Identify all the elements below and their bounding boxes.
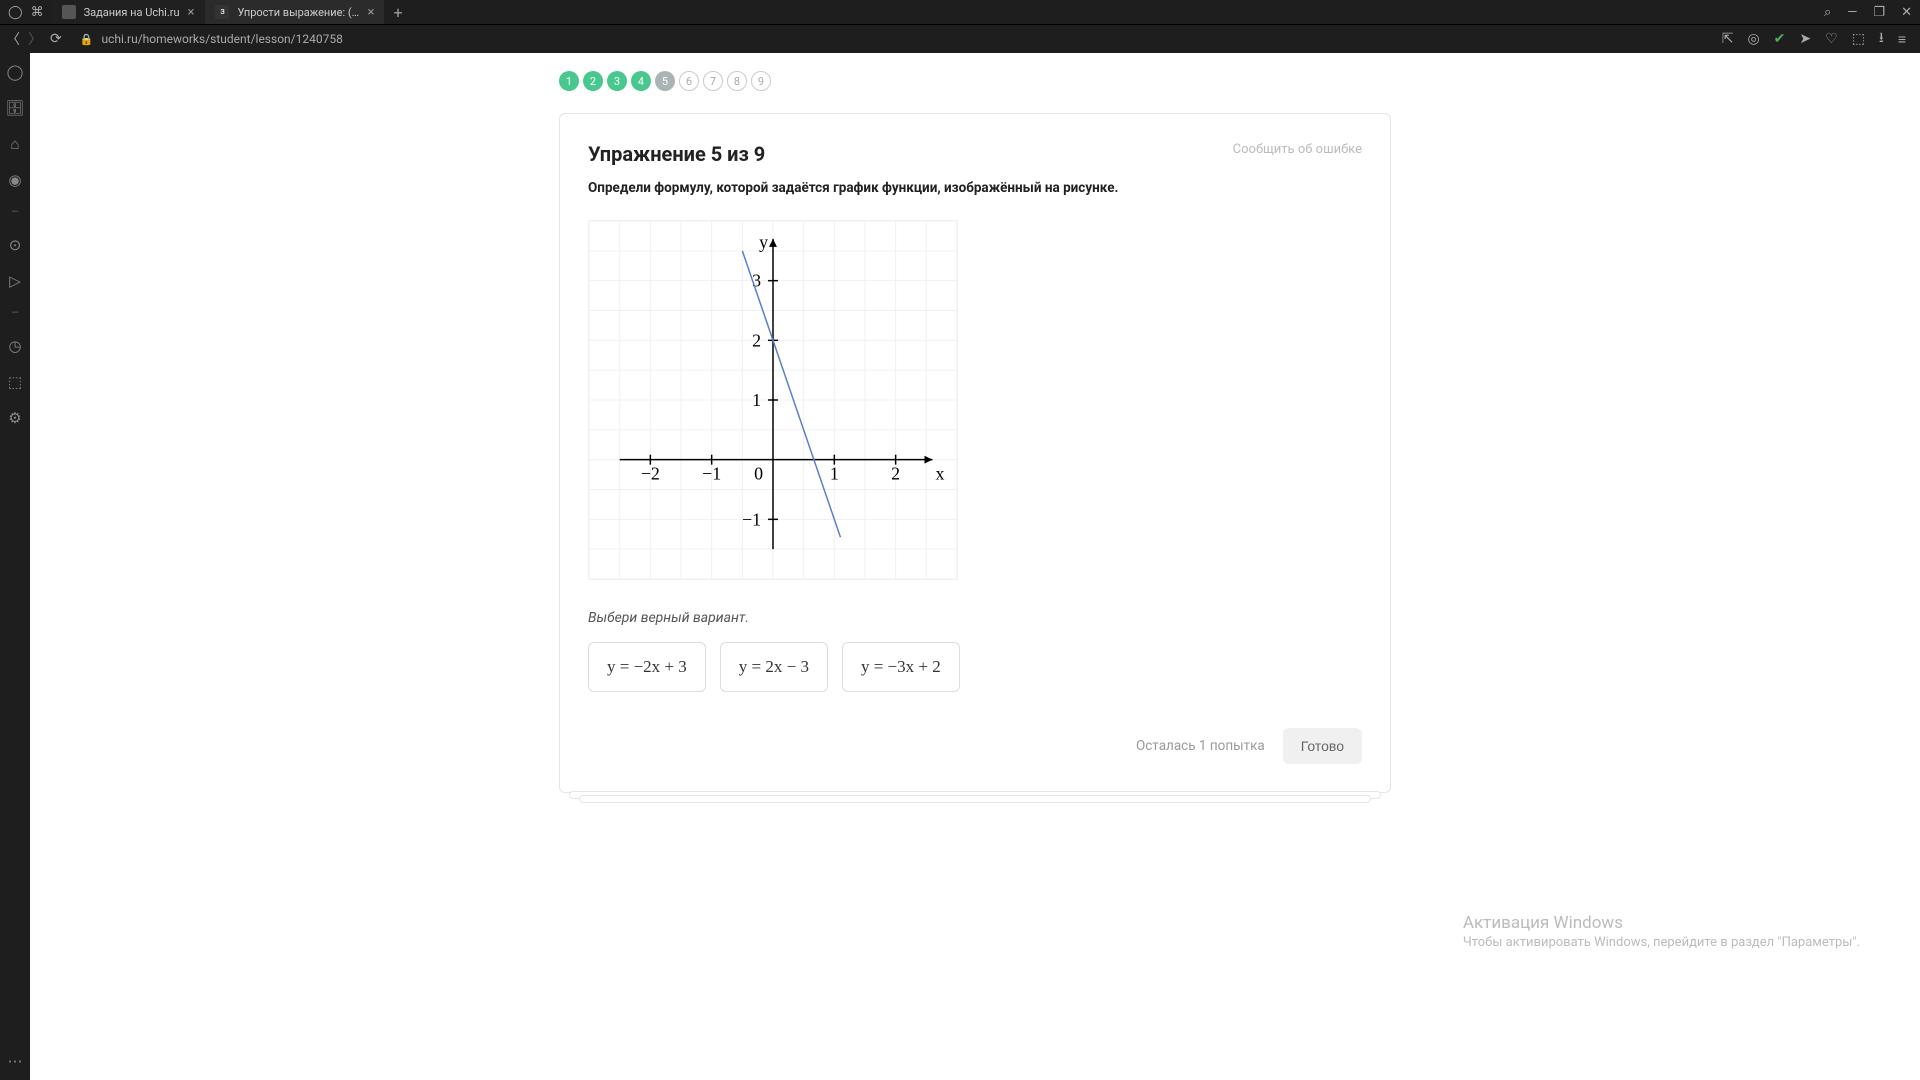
shield-icon[interactable]: ✔ (1774, 31, 1786, 47)
workspace-icon[interactable]: ⌘ (31, 5, 44, 20)
function-graph: −2 −1 1 2 −1 1 2 3 0 x y (588, 220, 958, 580)
svg-text:x: x (936, 464, 945, 484)
svg-text:2: 2 (891, 464, 900, 484)
screenshot-icon[interactable]: ◎ (1747, 31, 1759, 47)
tab-uchi[interactable]: Задания на Uchi.ru × (52, 0, 206, 24)
progress-step-2[interactable]: 2 (583, 71, 603, 91)
windows-activation-watermark: Активация Windows Чтобы активировать Win… (1463, 913, 1860, 950)
sidebar-history-icon[interactable]: ◷ (8, 337, 21, 355)
send-icon[interactable]: ➤ (1799, 31, 1811, 47)
sidebar-twitch-icon[interactable]: ⌂ (10, 135, 19, 153)
divider: — (11, 308, 19, 319)
progress-step-3[interactable]: 3 (607, 71, 627, 91)
share-icon[interactable]: ⇱ (1722, 31, 1734, 47)
tab-title: Упрости выражение: (18× (237, 6, 359, 19)
divider: — (11, 207, 19, 218)
opera-logo-icon[interactable]: ◯ (8, 5, 23, 20)
url-text[interactable]: uchi.ru/homeworks/student/lesson/1240758 (101, 32, 342, 46)
window-close-icon[interactable]: ✕ (1901, 5, 1912, 20)
option-c[interactable]: y = −3x + 2 (842, 642, 960, 692)
lock-icon[interactable]: 🔒 (80, 33, 94, 46)
svg-text:3: 3 (752, 271, 761, 291)
report-error-link[interactable]: Сообщить об ошибке (1233, 142, 1362, 157)
progress-step-8[interactable]: 8 (727, 71, 747, 91)
sidebar-whatsapp-icon[interactable]: ◉ (8, 171, 21, 189)
sidebar-player-icon[interactable]: ⊙ (9, 236, 22, 254)
close-icon[interactable]: × (188, 5, 195, 20)
progress-step-4[interactable]: 4 (631, 71, 651, 91)
minimize-icon[interactable]: — (1847, 5, 1857, 20)
option-b[interactable]: y = 2x − 3 (720, 642, 828, 692)
svg-text:1: 1 (830, 464, 839, 484)
exercise-title: Упражнение 5 из 9 (588, 142, 765, 166)
attempts-text: Осталась 1 попытка (1136, 738, 1265, 754)
svg-text:y: y (759, 232, 768, 252)
progress-step-1[interactable]: 1 (559, 71, 579, 91)
svg-text:−2: −2 (641, 464, 660, 484)
progress-step-9[interactable]: 9 (751, 71, 771, 91)
search-icon[interactable]: ⌕ (1824, 5, 1831, 20)
cube-icon[interactable]: ⬚ (1852, 31, 1865, 47)
progress-step-5[interactable]: 5 (655, 71, 675, 91)
sidebar-bag-icon[interactable]: 🗄 (5, 99, 24, 117)
page-content: 123456789 Упражнение 5 из 9 Сообщить об … (30, 53, 1920, 1080)
reload-icon[interactable]: ⟳ (50, 31, 62, 47)
menu-icon[interactable]: ≡ (1898, 31, 1906, 48)
question-text: Определи формулу, которой задаётся графи… (588, 180, 1362, 196)
sidebar-settings-icon[interactable]: ⚙ (8, 409, 21, 427)
svg-text:−1: −1 (702, 464, 721, 484)
svg-text:−1: −1 (742, 509, 761, 529)
choose-label: Выбери верный вариант. (588, 610, 1362, 626)
sidebar: ◯ 🗄 ⌂ ◉ — ⊙ ▷ — ◷ ⬚ ⚙ ⋯ (0, 53, 30, 1080)
tab-title: Задания на Uchi.ru (84, 6, 180, 19)
forward-icon[interactable]: 〉 (28, 29, 42, 49)
progress-steps: 123456789 (559, 71, 1391, 91)
sidebar-ext-icon[interactable]: ⬚ (8, 373, 22, 391)
new-tab-button[interactable]: + (385, 3, 410, 22)
favicon-icon (62, 5, 76, 19)
sidebar-home-icon[interactable]: ◯ (7, 63, 24, 81)
svg-text:0: 0 (754, 464, 763, 484)
progress-step-6[interactable]: 6 (679, 71, 699, 91)
svg-text:1: 1 (752, 390, 761, 410)
close-icon[interactable]: × (368, 5, 375, 20)
back-icon[interactable]: 〈 (6, 29, 20, 49)
sidebar-more-icon[interactable]: ⋯ (8, 1052, 23, 1070)
option-a[interactable]: y = −2x + 3 (588, 642, 706, 692)
maximize-icon[interactable]: ❐ (1873, 5, 1885, 20)
heart-icon[interactable]: ♡ (1825, 31, 1838, 47)
tab-other[interactable]: з Упрости выражение: (18× × (205, 0, 385, 24)
sidebar-play-icon[interactable]: ▷ (9, 272, 21, 290)
progress-step-7[interactable]: 7 (703, 71, 723, 91)
download-icon[interactable]: ⭳ (1879, 27, 1884, 51)
favicon-icon: з (215, 5, 229, 19)
done-button[interactable]: Готово (1283, 728, 1362, 764)
exercise-card: Упражнение 5 из 9 Сообщить об ошибке Опр… (559, 113, 1391, 793)
svg-text:2: 2 (752, 330, 761, 350)
